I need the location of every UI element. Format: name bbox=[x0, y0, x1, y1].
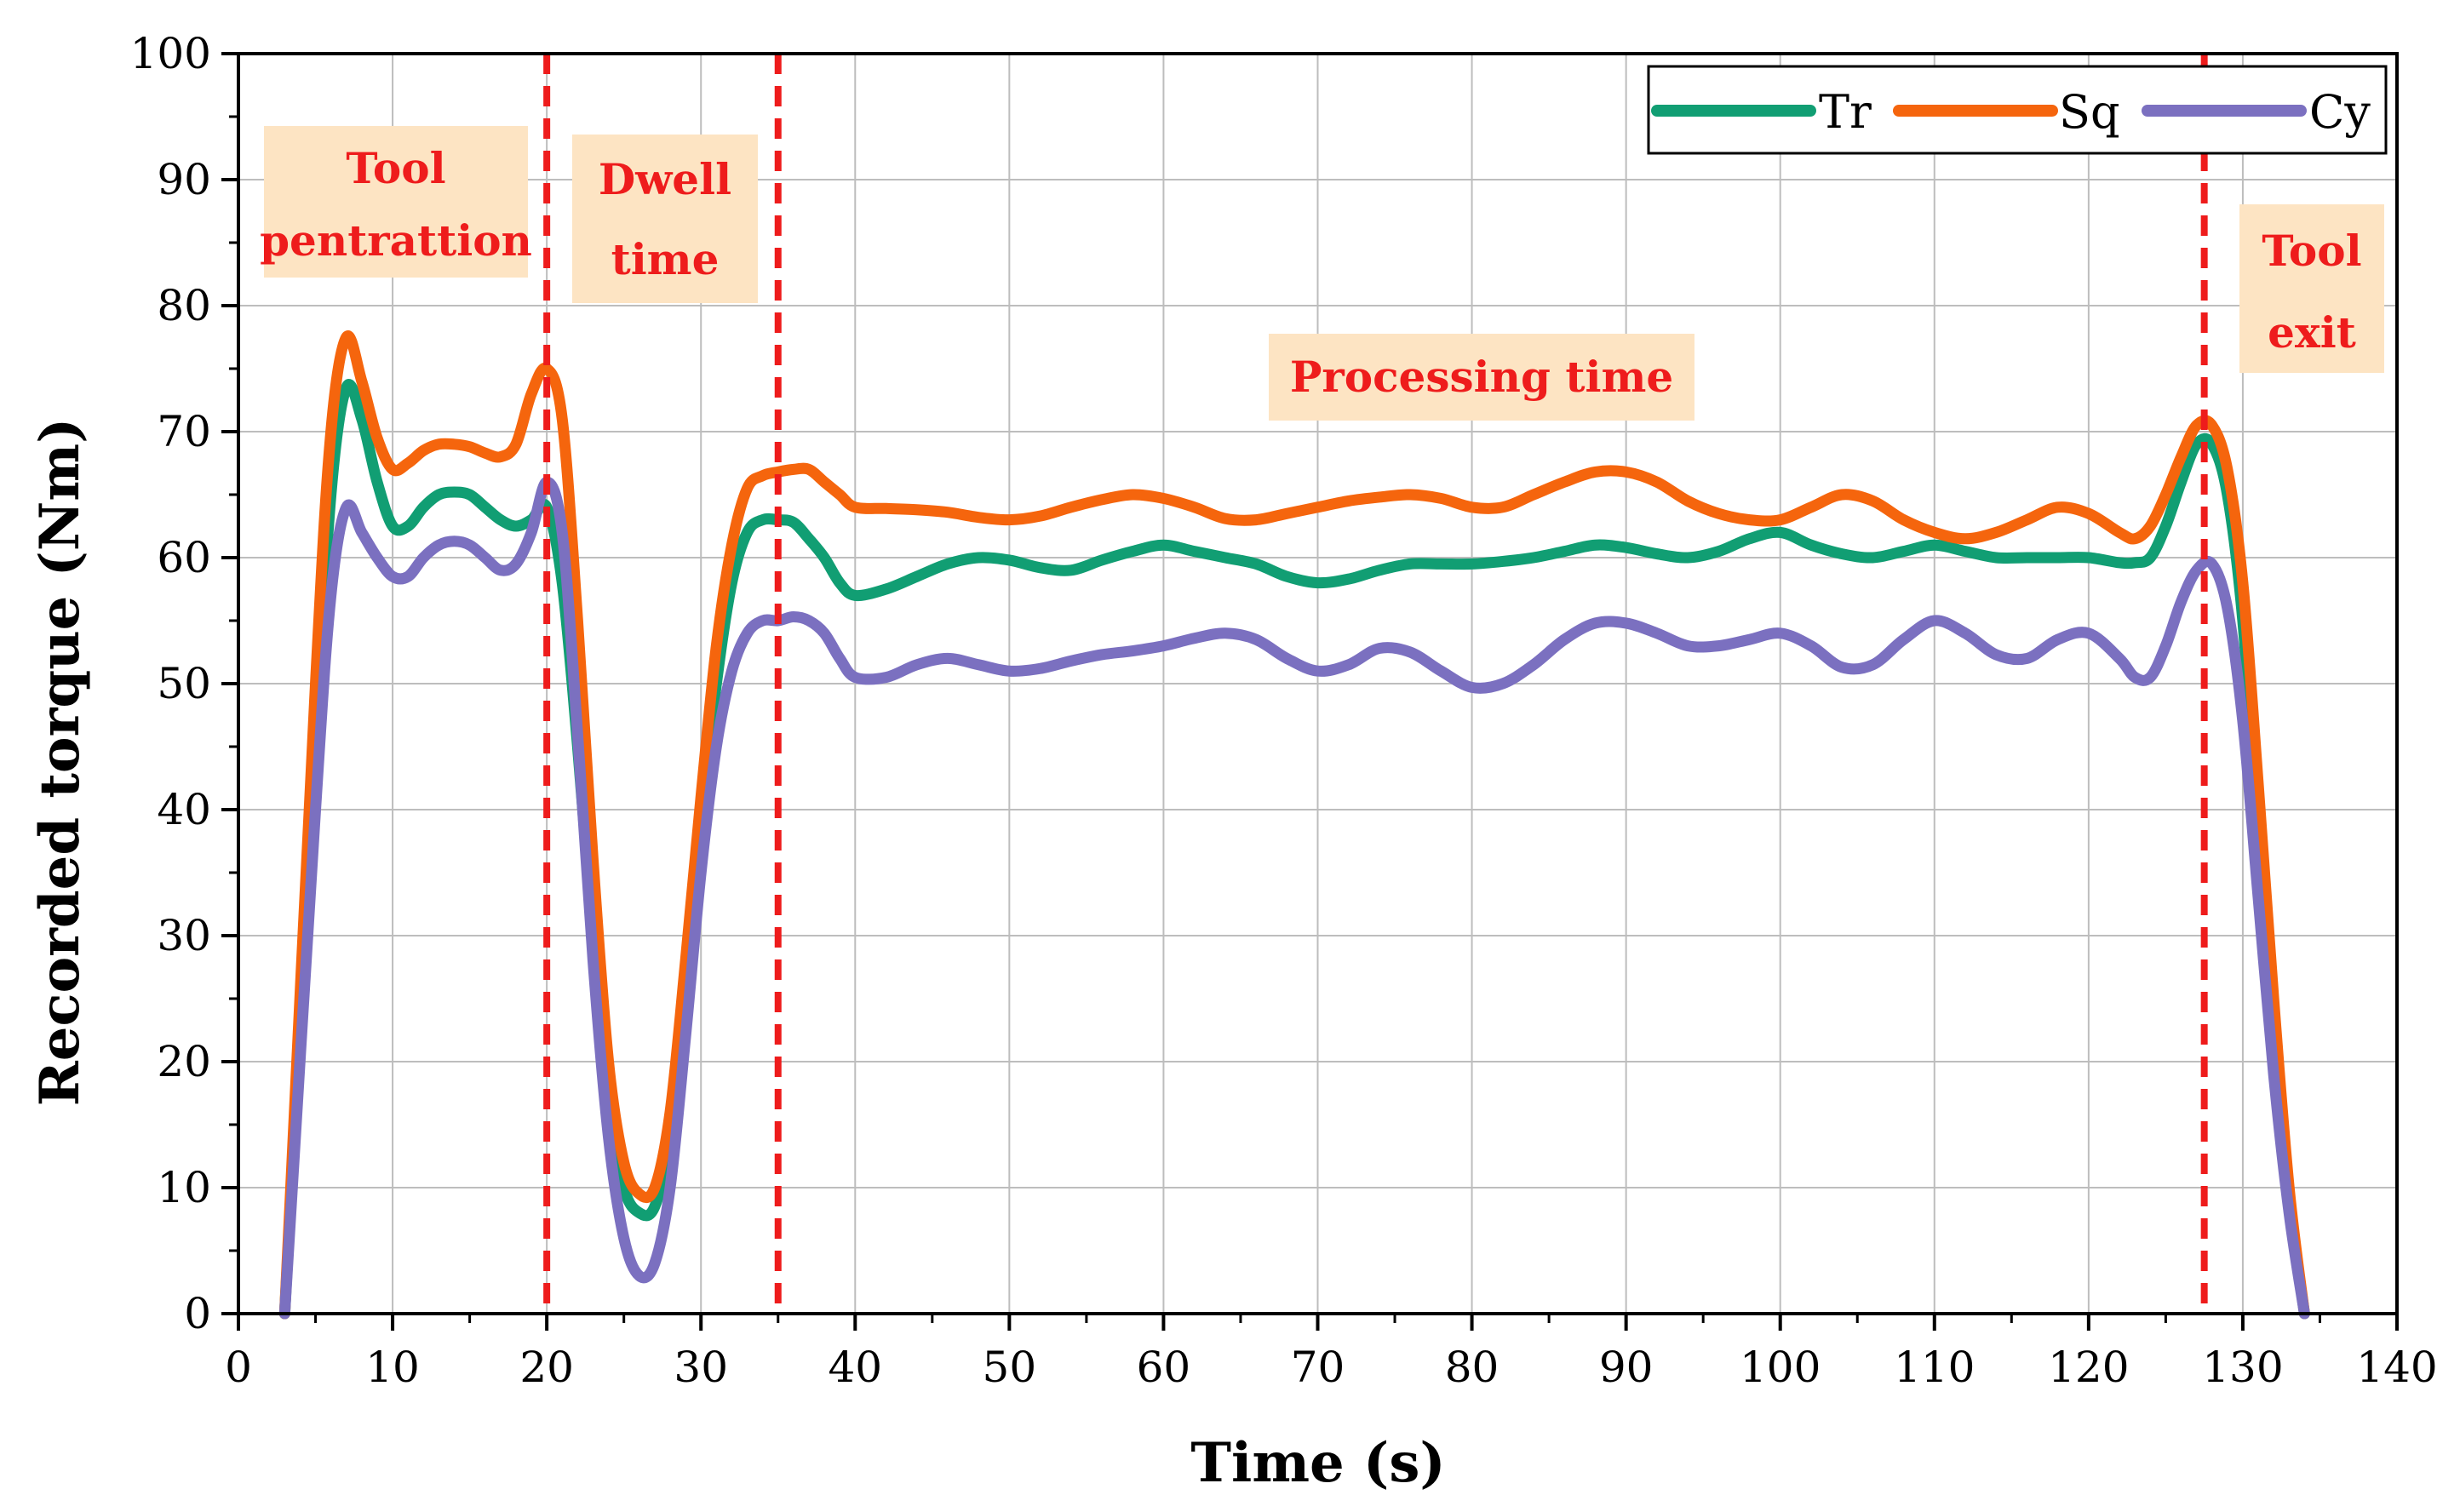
annotation-line: Tool bbox=[346, 143, 445, 193]
series-lines bbox=[278, 330, 2310, 1320]
annotation-line: Dwell bbox=[599, 154, 731, 204]
legend-label-sq: Sq bbox=[2059, 85, 2120, 139]
x-tick-label: 140 bbox=[2356, 1343, 2437, 1392]
x-tick-label: 100 bbox=[1740, 1343, 1821, 1392]
y-tick-label: 60 bbox=[157, 533, 211, 582]
annotation-box bbox=[572, 135, 758, 303]
y-tick-label: 100 bbox=[130, 29, 211, 78]
y-tick-label: 80 bbox=[157, 281, 211, 330]
series-line-sq bbox=[278, 330, 2310, 1320]
y-tick-label: 0 bbox=[184, 1289, 211, 1338]
y-tick-label: 90 bbox=[157, 155, 211, 204]
x-tick-label: 20 bbox=[519, 1343, 574, 1392]
grid-lines bbox=[238, 54, 2397, 1314]
y-axis-title: Recorded torque (Nm) bbox=[28, 418, 92, 1107]
annotation-line: exit bbox=[2268, 307, 2356, 358]
annotation-line: Processing time bbox=[1290, 352, 1673, 402]
annotation-box bbox=[2239, 204, 2384, 373]
y-tick-label: 70 bbox=[157, 407, 211, 456]
x-tick-label: 80 bbox=[1445, 1343, 1500, 1392]
x-axis-title: Time (s) bbox=[1190, 1431, 1445, 1495]
annotation-line: Tool bbox=[2262, 226, 2361, 276]
x-tick-label: 50 bbox=[983, 1343, 1037, 1392]
annotation-line: pentrattion bbox=[260, 215, 532, 266]
y-tick-label: 20 bbox=[157, 1037, 211, 1086]
x-tick-label: 120 bbox=[2048, 1343, 2129, 1392]
annotation-box bbox=[264, 126, 528, 278]
series-line-cy bbox=[278, 476, 2310, 1320]
annotation-tool-penetration: Tool pentrattion bbox=[260, 126, 532, 278]
x-tick-label: 60 bbox=[1137, 1343, 1191, 1392]
annotation-box bbox=[1269, 334, 1694, 421]
phase-boundaries bbox=[543, 54, 2208, 1314]
x-tick-label: 130 bbox=[2202, 1343, 2283, 1392]
legend-label-tr: Tr bbox=[1819, 85, 1872, 139]
x-axis-ticks: 0 10 20 30 40 50 60 70 80 90 100 110 120 130 140 bbox=[225, 1314, 2438, 1392]
x-tick-label: 110 bbox=[1894, 1343, 1975, 1392]
y-axis-ticks: 0 10 20 30 40 50 60 70 80 90 100 bbox=[130, 29, 238, 1338]
annotation-processing-time: Processing time bbox=[1269, 334, 1694, 421]
series-line-tr bbox=[278, 379, 2310, 1320]
x-tick-label: 90 bbox=[1599, 1343, 1654, 1392]
x-tick-label: 10 bbox=[365, 1343, 420, 1392]
y-tick-label: 30 bbox=[157, 911, 211, 960]
x-tick-label: 30 bbox=[674, 1343, 728, 1392]
annotation-line: time bbox=[611, 234, 720, 284]
legend: Tr Sq Cy bbox=[1647, 65, 2388, 155]
y-tick-label: 40 bbox=[157, 785, 211, 834]
x-tick-label: 70 bbox=[1291, 1343, 1345, 1392]
legend-label-cy: Cy bbox=[2309, 85, 2371, 139]
annotation-dwell-time: Dwell time bbox=[572, 135, 758, 303]
x-tick-label: 0 bbox=[225, 1343, 252, 1392]
annotation-tool-exit: Tool exit bbox=[2239, 204, 2384, 373]
x-tick-label: 40 bbox=[828, 1343, 882, 1392]
y-tick-label: 50 bbox=[157, 659, 211, 708]
y-tick-label: 10 bbox=[157, 1163, 211, 1212]
